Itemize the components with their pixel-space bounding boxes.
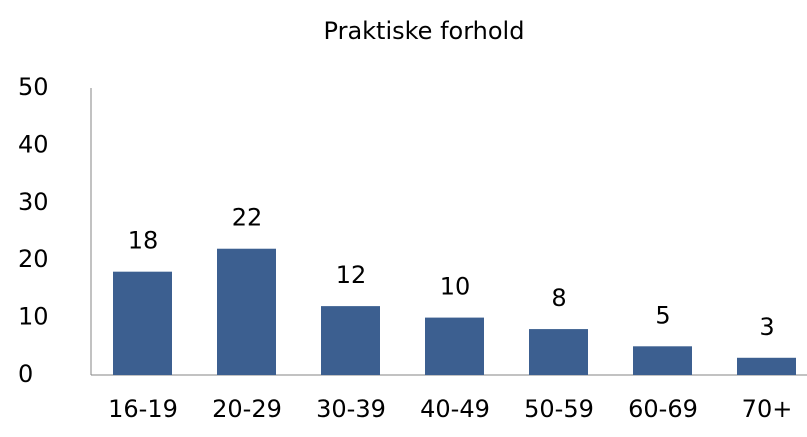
y-tick-label: 50 [18, 73, 49, 101]
bar [737, 357, 796, 375]
x-tick-label: 40-49 [420, 395, 490, 423]
x-tick-label: 30-39 [316, 395, 386, 423]
value-label: 18 [128, 227, 159, 255]
bar [425, 317, 484, 375]
value-label: 12 [336, 261, 367, 289]
value-label: 8 [551, 284, 566, 312]
value-label: 22 [232, 204, 263, 232]
chart-title: Praktiske forhold [324, 17, 525, 45]
value-label: 3 [759, 313, 774, 341]
y-tick-label: 10 [18, 303, 49, 331]
y-tick-label: 40 [18, 130, 49, 158]
value-label: 5 [655, 301, 670, 329]
x-tick-label: 20-29 [212, 395, 282, 423]
x-tick-label: 50-59 [524, 395, 594, 423]
y-tick-label: 30 [18, 188, 49, 216]
y-tick-label: 0 [18, 360, 33, 388]
x-tick-label: 70+ [742, 395, 793, 423]
bar [113, 271, 172, 375]
bar [217, 248, 276, 375]
bar [529, 329, 588, 375]
x-tick-label: 16-19 [108, 395, 178, 423]
value-label: 10 [440, 273, 471, 301]
bar [321, 306, 380, 375]
x-tick-label: 60-69 [628, 395, 698, 423]
bar [633, 346, 692, 375]
y-tick-label: 20 [18, 245, 49, 273]
